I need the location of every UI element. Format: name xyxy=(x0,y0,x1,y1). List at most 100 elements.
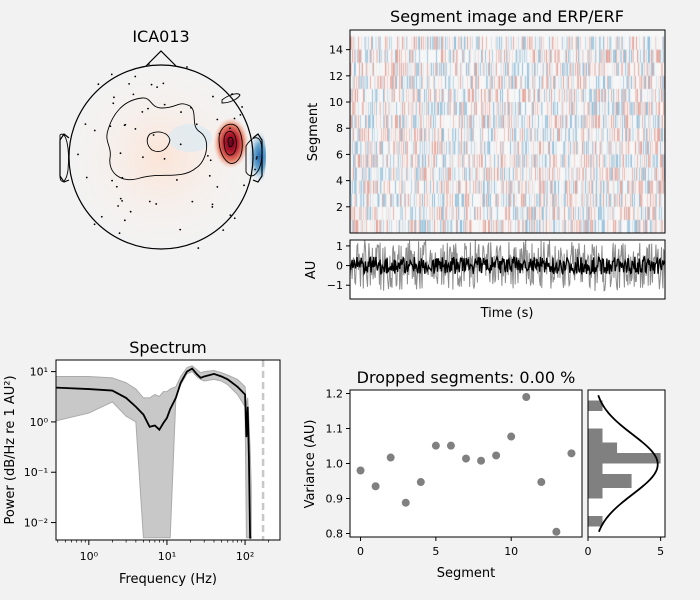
spectrum-std-band xyxy=(56,365,252,539)
scatter-point xyxy=(567,449,576,458)
sensor-dot xyxy=(148,200,151,203)
histogram-bar xyxy=(588,463,603,474)
spectrum-axes: Spectrum 10⁰ 10¹ 10² 10¹ 10⁰ 10⁻¹ 10⁻² Frequen… xyxy=(3,338,281,587)
sensor-dot xyxy=(150,83,153,86)
spectrum-xtick-label: 10¹ xyxy=(158,550,176,563)
sensor-dot xyxy=(218,132,221,135)
scatter-point xyxy=(446,441,455,450)
sensor-dot xyxy=(132,93,135,96)
histogram-xtick-label: 5 xyxy=(657,545,664,558)
sensor-dot xyxy=(233,217,236,220)
segment-ytick-label: 10 xyxy=(329,96,343,109)
sensor-dot xyxy=(118,232,121,235)
sensor-dot xyxy=(209,159,212,162)
sensor-dot xyxy=(152,134,155,136)
erp-ytick-label: 0 xyxy=(336,260,343,273)
sensor-dot xyxy=(109,125,112,128)
segment-ytick-label: 4 xyxy=(336,175,343,188)
sensor-dot xyxy=(256,156,258,158)
sensor-dot xyxy=(231,93,234,95)
spectrum-xtick-label: 10² xyxy=(236,550,254,563)
sensor-dot xyxy=(134,128,137,130)
sensor-dot xyxy=(241,106,244,108)
sensor-dot xyxy=(175,179,178,181)
sensor-dot xyxy=(233,117,236,120)
scatter-point xyxy=(401,498,410,507)
scatter-xtick-label: 10 xyxy=(504,545,518,558)
sensor-dot xyxy=(121,199,123,202)
sensor-dot xyxy=(119,197,122,200)
spectrum-ytick-label: 10¹ xyxy=(30,366,48,379)
spectrum-ylabel: Power (dB/Hz re 1 AU²) xyxy=(3,375,18,524)
segment-ytick-label: 14 xyxy=(329,44,343,57)
contour-lines xyxy=(59,93,263,182)
scatter-ytick-label: 0.8 xyxy=(326,528,344,541)
sensor-dot xyxy=(195,123,198,126)
sensor-dot xyxy=(197,247,200,249)
scatter-xlabel: Segment xyxy=(437,566,496,581)
scatter-point xyxy=(552,527,561,536)
segment-ytick-label: 12 xyxy=(329,70,343,83)
erp-ylabel: AU xyxy=(304,261,319,279)
sensor-dot xyxy=(113,96,115,99)
erp-mean-line xyxy=(350,254,665,277)
scatter-ytick-label: 1.1 xyxy=(326,423,344,436)
sensor-dot xyxy=(254,168,256,171)
sensor-dot xyxy=(110,73,113,76)
histogram-bar xyxy=(588,474,632,488)
sensor-dot xyxy=(179,143,182,146)
spectrum-mean-line xyxy=(56,367,252,539)
sensor-dot xyxy=(93,223,96,226)
sensor-dot xyxy=(147,63,150,65)
histogram-bar xyxy=(588,453,661,464)
scatter-point xyxy=(537,478,546,487)
histogram-bar xyxy=(588,400,603,411)
sensor-dot xyxy=(100,215,103,218)
sensor-dot xyxy=(163,157,166,160)
erp-axes: 1 0 −1 AU Time (s) xyxy=(304,239,666,321)
sensor-dot xyxy=(216,118,219,121)
segment-ylabel: Segment xyxy=(306,103,321,162)
variance-scatter-axes: Dropped segments: 0.00 % 0 5 10 0.8 0.9 1.0 1.… xyxy=(303,368,583,581)
scatter-point xyxy=(356,466,365,475)
sensor-dot xyxy=(115,185,118,188)
sensor-dot xyxy=(191,200,194,203)
sensor-dot xyxy=(117,205,120,207)
histogram-bar xyxy=(588,516,603,527)
negative-peak xyxy=(248,131,266,183)
sensor-dot xyxy=(208,174,211,177)
sensor-dot xyxy=(84,123,87,126)
segment-image-heatmap xyxy=(350,30,665,233)
sensor-dot xyxy=(239,114,242,116)
scatter-xtick-label: 5 xyxy=(432,545,439,558)
sensor-dot xyxy=(147,107,149,110)
head-outline xyxy=(68,64,254,250)
topomap-title: ICA013 xyxy=(132,27,189,46)
spectrum-ytick-label: 10⁻² xyxy=(24,517,48,530)
scatter-point xyxy=(386,453,395,462)
sensor-dot xyxy=(190,106,192,109)
scatter-xtick-label: 0 xyxy=(357,545,364,558)
segment-ytick-label: 6 xyxy=(336,148,343,161)
sensor-dot xyxy=(222,229,225,232)
sensor-dot xyxy=(121,176,124,179)
histogram-bar xyxy=(588,428,603,443)
sensor-dot xyxy=(129,210,132,213)
sensor-dot xyxy=(124,123,127,126)
scatter-ytick-label: 1.0 xyxy=(326,458,344,471)
sensor-dot xyxy=(141,111,144,113)
erp-ytick-label: −1 xyxy=(327,279,343,292)
spectrum-title: Spectrum xyxy=(129,338,207,357)
erp-ytick-label: 1 xyxy=(336,240,343,253)
spectrum-ytick-label: 10⁰ xyxy=(30,416,49,429)
histogram-bar xyxy=(588,442,618,453)
scatter-point xyxy=(477,456,486,465)
sensor-dot xyxy=(180,111,182,113)
spectrum-xtick-label: 10⁰ xyxy=(80,550,99,563)
scatter-point xyxy=(522,393,531,401)
normal-fit-curve xyxy=(597,394,659,533)
segment-image-title: Segment image and ERP/ERF xyxy=(390,7,624,26)
